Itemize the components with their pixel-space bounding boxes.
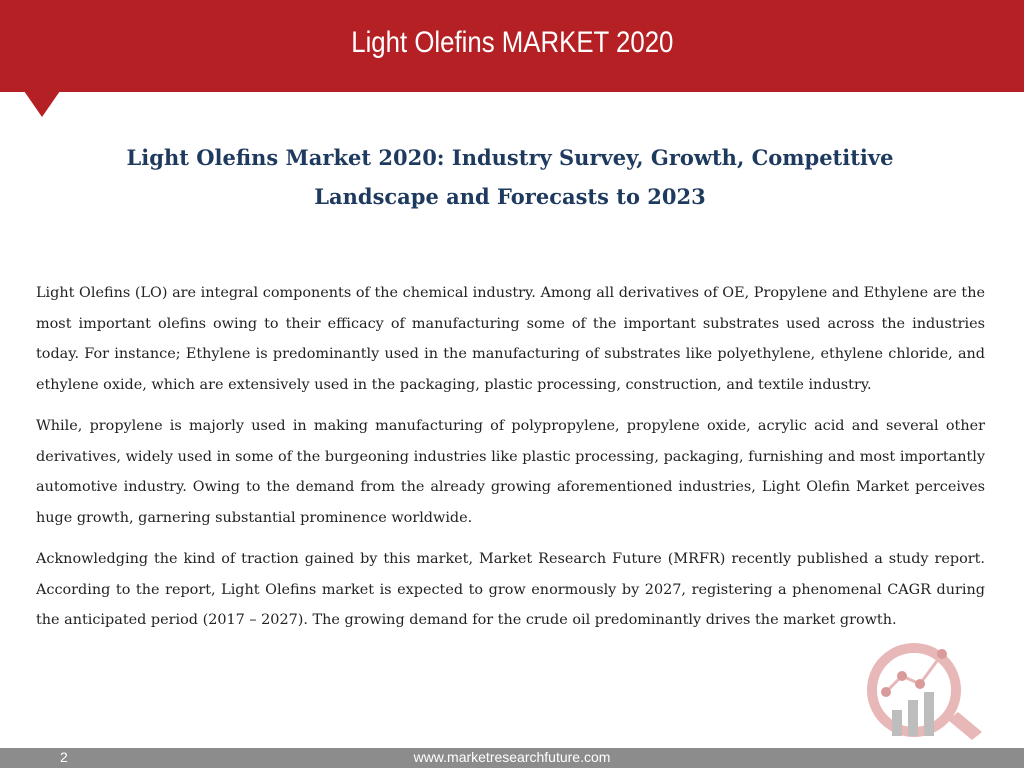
logo-point-2 (897, 671, 907, 681)
page-title: Light Olefins MARKET 2020 (350, 26, 674, 59)
subtitle-line-2: Landscape and Forecasts to 2023 (314, 184, 706, 209)
header-bar: Light Olefins MARKET 2020 (0, 0, 1024, 92)
magnifier-handle (948, 712, 982, 740)
magnifier-bar-chart-icon (867, 643, 982, 740)
body-text: Light Olefins (LO) are integral componen… (36, 278, 985, 647)
footer-bar: 2 www.marketresearchfuture.com (0, 748, 1024, 768)
logo-bar-2 (908, 700, 918, 736)
header-notch (24, 91, 60, 117)
paragraph-1: Light Olefins (LO) are integral componen… (36, 285, 985, 393)
logo-point-4 (937, 649, 947, 659)
document-subtitle: Light Olefins Market 2020: Industry Surv… (80, 138, 940, 216)
logo-point-1 (881, 687, 891, 697)
logo-bar-1 (892, 710, 902, 736)
paragraph-3: Acknowledging the kind of traction gaine… (36, 551, 985, 628)
logo-trend-line (884, 653, 944, 694)
footer-url-link[interactable]: www.marketresearchfuture.com (413, 749, 611, 765)
paragraph-2: While, propylene is majorly used in maki… (36, 418, 985, 526)
logo-point-3 (915, 679, 925, 689)
page-number: 2 (60, 749, 68, 765)
subtitle-line-1: Light Olefins Market 2020: Industry Surv… (126, 145, 894, 170)
logo-bar-3 (924, 692, 934, 736)
